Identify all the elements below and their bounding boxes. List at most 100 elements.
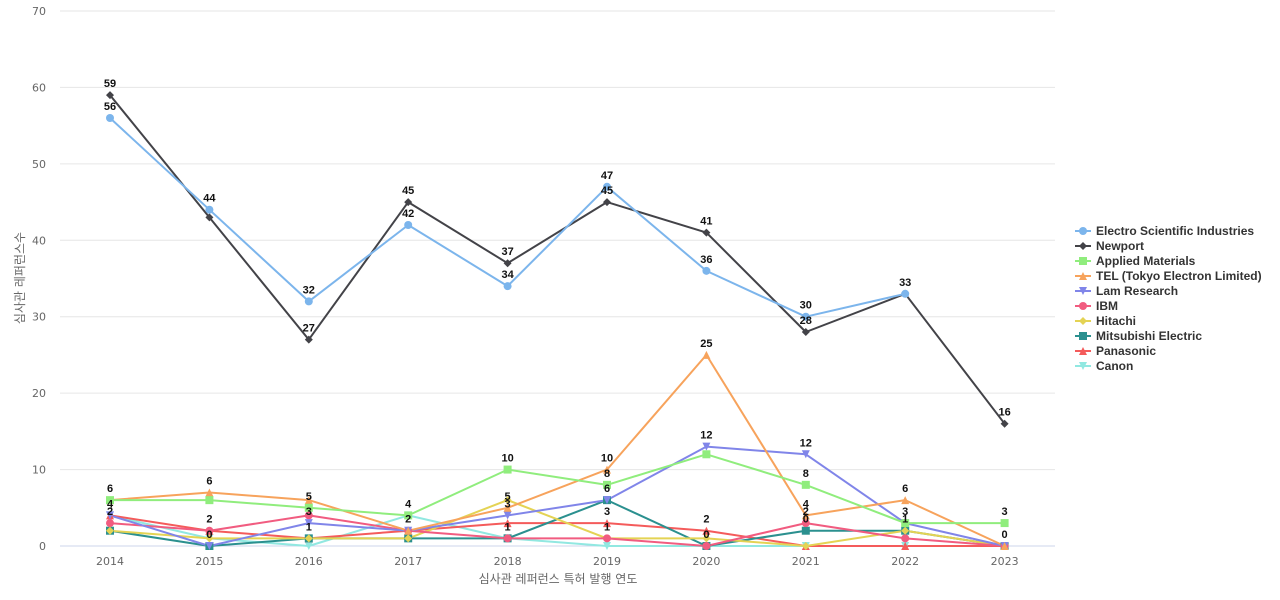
data-label: 1 — [604, 521, 610, 533]
y-axis-title: 심사관 레퍼런스수 — [13, 232, 27, 324]
data-point — [106, 526, 114, 535]
data-point — [901, 534, 910, 543]
data-label: 0 — [703, 529, 709, 541]
legend-item[interactable]: Applied Materials — [1075, 254, 1196, 268]
data-point — [304, 519, 313, 528]
legend-item[interactable]: IBM — [1075, 299, 1118, 313]
data-point — [702, 266, 711, 275]
data-point — [503, 259, 512, 268]
data-point — [603, 519, 611, 528]
y-tick-label: 60 — [32, 81, 46, 94]
data-point — [1000, 542, 1009, 550]
data-label: 47 — [601, 170, 613, 182]
data-label: 2 — [703, 514, 709, 526]
data-label: 41 — [700, 216, 712, 228]
legend-label: Hitachi — [1096, 314, 1136, 328]
data-label: 10 — [501, 453, 513, 465]
data-point — [603, 465, 611, 474]
x-tick-label: 2020 — [692, 555, 720, 568]
data-label: 3 — [604, 506, 610, 518]
data-point — [205, 542, 214, 550]
data-point — [205, 488, 214, 497]
data-point — [801, 526, 810, 535]
series-line — [109, 94, 1006, 425]
data-labels: 5956642446203227531454242373410531474510… — [104, 78, 1011, 541]
data-point — [603, 480, 611, 489]
data-point — [603, 496, 611, 505]
data-point — [304, 335, 313, 344]
data-label: 3 — [1002, 506, 1008, 518]
series-line — [109, 445, 1006, 547]
legend-marker — [1079, 332, 1087, 340]
data-label: 0 — [1002, 529, 1008, 541]
legend-label: IBM — [1096, 299, 1118, 313]
legend-item[interactable]: Panasonic — [1075, 344, 1156, 358]
legend-label: Applied Materials — [1096, 254, 1196, 268]
data-point — [205, 526, 214, 535]
data-point — [801, 511, 810, 520]
legend-label: Panasonic — [1096, 344, 1156, 358]
data-label: 3 — [306, 506, 312, 518]
data-point — [205, 496, 214, 505]
data-point — [801, 519, 810, 528]
data-point — [702, 228, 711, 237]
data-label: 44 — [203, 193, 216, 205]
data-label: 33 — [899, 277, 911, 289]
data-label: 1 — [306, 521, 312, 533]
data-point — [404, 511, 413, 520]
data-label: 8 — [803, 468, 809, 480]
data-point — [304, 542, 313, 550]
data-point — [304, 496, 313, 505]
data-label: 34 — [501, 269, 514, 281]
data-label: 6 — [206, 476, 212, 488]
legend-label: Newport — [1096, 239, 1144, 253]
data-point — [603, 182, 611, 191]
data-point — [901, 289, 910, 298]
data-label: 56 — [104, 101, 116, 113]
data-point — [106, 519, 114, 528]
data-point — [304, 534, 313, 543]
data-point — [304, 511, 313, 520]
data-label: 6 — [107, 483, 113, 495]
data-point — [106, 511, 114, 520]
x-tick-label: 2014 — [96, 555, 124, 568]
data-point — [503, 511, 512, 520]
y-tick-label: 40 — [32, 234, 46, 247]
legend-item[interactable]: Lam Research — [1075, 284, 1178, 298]
gridlines — [60, 10, 1055, 547]
data-point — [503, 534, 512, 543]
legend-marker — [1079, 227, 1087, 235]
data-point — [702, 534, 711, 543]
series-line — [109, 499, 1006, 547]
data-point — [503, 496, 512, 505]
x-tick-label: 2016 — [295, 555, 323, 568]
data-point — [404, 526, 413, 535]
data-label: 6 — [604, 483, 610, 495]
x-tick-label: 2021 — [792, 555, 820, 568]
data-label: 0 — [206, 529, 212, 541]
data-label: 59 — [104, 78, 116, 90]
data-point — [702, 542, 711, 550]
series-line — [109, 453, 1006, 525]
legend-item[interactable]: Newport — [1075, 239, 1144, 253]
data-point — [801, 542, 810, 550]
data-point — [205, 205, 214, 214]
legend-item[interactable]: TEL (Tokyo Electron Limited) — [1075, 269, 1262, 283]
data-label: 27 — [303, 323, 315, 335]
data-label: 42 — [402, 208, 414, 220]
data-label: 8 — [604, 468, 610, 480]
data-point — [106, 91, 114, 100]
data-point — [603, 542, 611, 550]
legend-item[interactable]: Canon — [1075, 359, 1133, 373]
data-label: 0 — [803, 514, 809, 526]
data-label: 12 — [800, 437, 812, 449]
data-point — [801, 480, 810, 489]
legend-item[interactable]: Hitachi — [1075, 314, 1136, 328]
legend-item[interactable]: Mitsubishi Electric — [1075, 329, 1202, 343]
legend-item[interactable]: Electro Scientific Industries — [1075, 224, 1254, 238]
x-tick-label: 2018 — [494, 555, 522, 568]
legend-marker — [1079, 272, 1087, 280]
data-label: 25 — [700, 338, 712, 350]
legend-marker — [1079, 347, 1087, 355]
